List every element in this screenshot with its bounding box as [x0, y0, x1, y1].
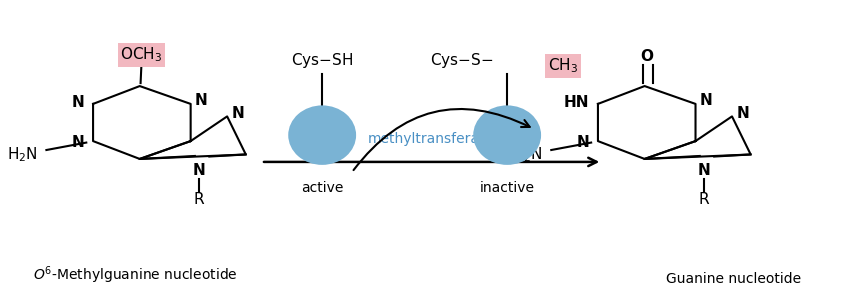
Text: CH$_3$: CH$_3$ [548, 57, 578, 75]
Text: Cys$-$S$-$: Cys$-$S$-$ [431, 51, 494, 70]
Text: N: N [232, 106, 244, 121]
Ellipse shape [473, 105, 541, 165]
Text: Cys$-$SH: Cys$-$SH [291, 51, 353, 70]
Text: H$_2$N: H$_2$N [7, 145, 38, 164]
Text: R: R [699, 191, 709, 207]
Text: methyltransferase: methyltransferase [368, 132, 496, 145]
Text: N: N [736, 106, 749, 121]
Text: O: O [640, 49, 653, 64]
Text: H$_2$N: H$_2$N [512, 145, 542, 164]
Text: N: N [72, 95, 84, 110]
Text: N: N [700, 93, 713, 108]
Text: active: active [301, 181, 344, 195]
Text: N: N [72, 135, 84, 150]
Text: N: N [698, 163, 710, 178]
Text: N: N [576, 135, 589, 150]
Ellipse shape [288, 105, 356, 165]
Text: inactive: inactive [480, 181, 535, 195]
FancyArrowPatch shape [353, 109, 529, 170]
Text: N: N [193, 163, 206, 178]
Text: OCH$_3$: OCH$_3$ [121, 45, 162, 64]
Text: R: R [194, 191, 205, 207]
Text: $\mathit{O}^6$-Methylguanine nucleotide: $\mathit{O}^6$-Methylguanine nucleotide [33, 264, 238, 286]
Text: Guanine nucleotide: Guanine nucleotide [666, 272, 801, 286]
Text: HN: HN [564, 95, 589, 110]
Text: N: N [195, 93, 207, 108]
